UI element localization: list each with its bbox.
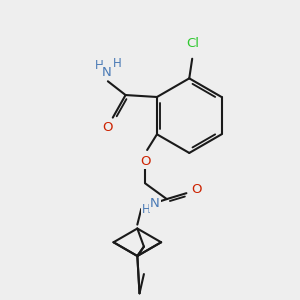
Text: O: O [191, 183, 202, 196]
Text: N: N [150, 197, 160, 211]
Text: H: H [95, 59, 103, 72]
Text: Cl: Cl [187, 38, 200, 50]
Text: O: O [140, 155, 150, 168]
Text: O: O [103, 121, 113, 134]
Text: H: H [142, 203, 151, 216]
Text: N: N [102, 66, 112, 79]
Text: H: H [113, 57, 122, 70]
